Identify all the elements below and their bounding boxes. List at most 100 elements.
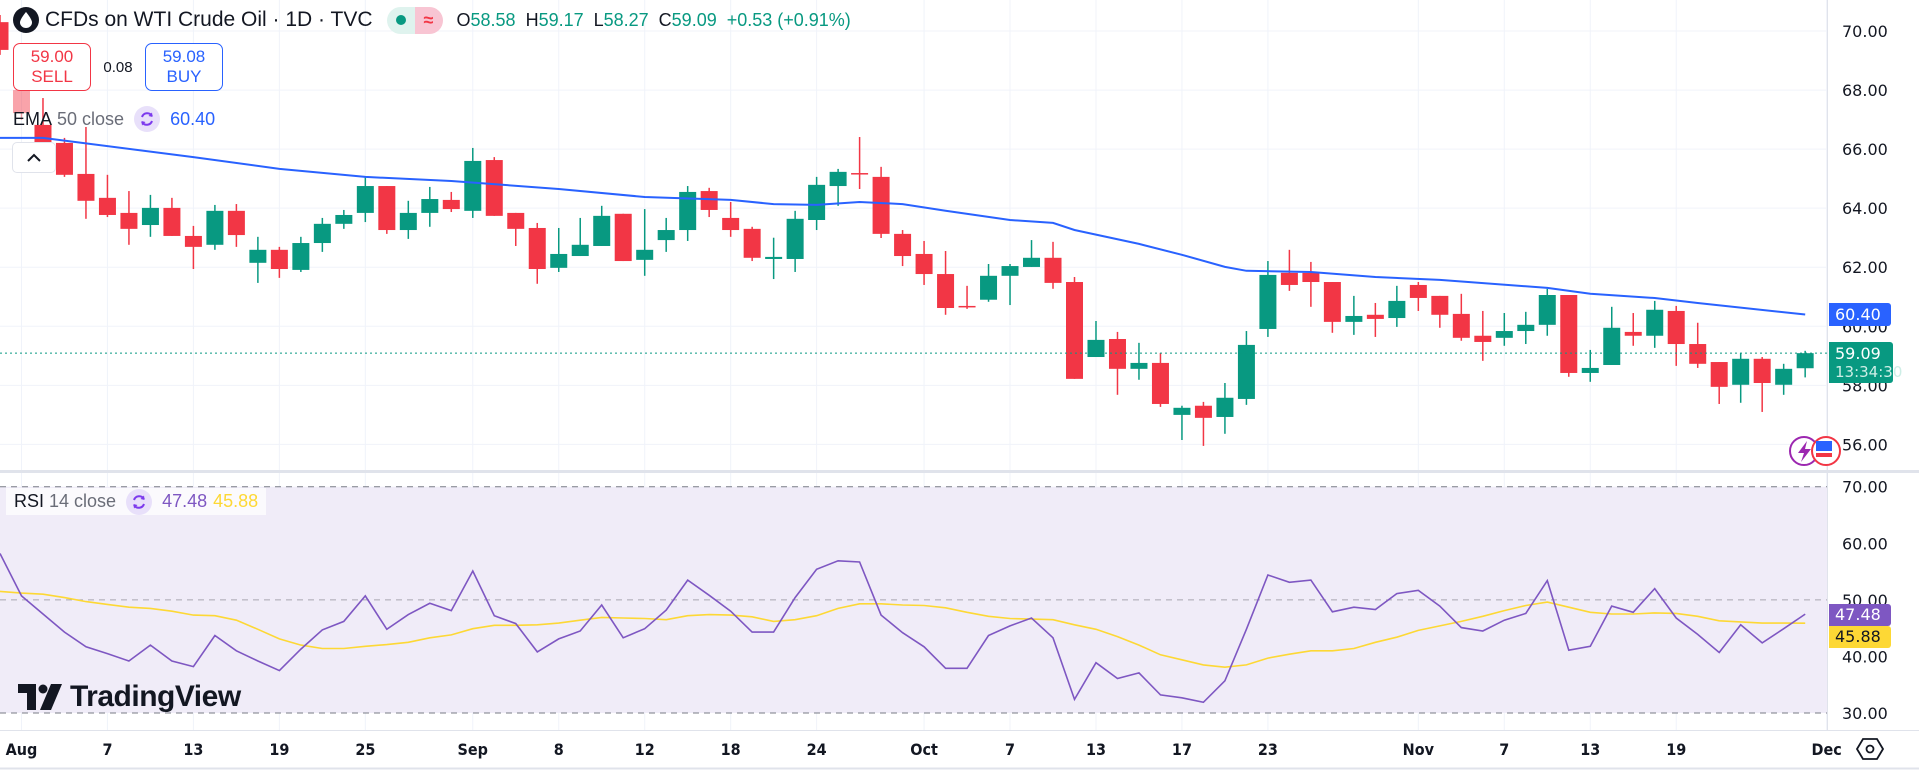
candle-body [1108, 339, 1126, 369]
time-axis[interactable]: Aug 7 13 19 25 Sep 8 12 18 24 Oct 7 13 17 23 Nov 7 13 19 De… [6, 740, 1842, 759]
candle-body [1216, 397, 1234, 417]
candle-body [1388, 300, 1406, 319]
candle-body [1646, 309, 1664, 336]
candle-body [227, 210, 245, 236]
rsi-axis-label: 30.00 [1842, 704, 1888, 723]
candle-body [1366, 314, 1384, 319]
candle [1066, 276, 1083, 379]
refresh-cycle-icon[interactable] [134, 106, 161, 132]
candle-body [550, 253, 568, 268]
candle-body [1323, 282, 1341, 322]
market-open-dot-icon[interactable] [386, 6, 415, 34]
collapse-legend-button[interactable] [12, 142, 56, 173]
spread-value: 0.08 [103, 58, 133, 76]
candle-body [1452, 313, 1470, 338]
candle [1023, 240, 1041, 267]
candle-body [958, 305, 976, 308]
candle [485, 157, 503, 216]
candle-body [1151, 362, 1169, 404]
rsi-legend[interactable]: RSI 14 close 47.48 45.88 [6, 488, 267, 515]
open-value: 58.58 [470, 9, 516, 30]
candle [507, 212, 525, 246]
chart-settings-button[interactable] [1855, 737, 1885, 766]
candle [1388, 285, 1406, 327]
candle-body [636, 249, 654, 260]
rsi-ma-value: 45.88 [213, 491, 259, 511]
candle-body [743, 228, 761, 258]
time-axis-label: Aug [6, 740, 38, 759]
candle-body [421, 199, 439, 213]
ema-params: 50 close [57, 108, 125, 129]
candle [1732, 352, 1750, 403]
candle [1753, 357, 1771, 412]
candle [442, 191, 460, 213]
sell-button[interactable]: 59.00 SELL [13, 43, 91, 91]
candle-body [937, 274, 955, 308]
tradingview-logo[interactable]: TradingView [18, 680, 241, 714]
candle-body [1581, 367, 1599, 373]
candle [958, 285, 976, 309]
candle [292, 236, 310, 272]
candle-body [851, 173, 869, 175]
candle [636, 209, 654, 276]
candle-body [700, 191, 718, 210]
candle-body [1624, 331, 1642, 336]
candle [1259, 261, 1277, 337]
candle [1560, 295, 1578, 377]
candle [1710, 362, 1728, 404]
ohlc-values: O 58.58 H 59.17 L 58.27 C 59.09 +0.53 (+0.91… [457, 10, 861, 31]
status-badges[interactable]: ≈ [386, 6, 443, 34]
symbol-title[interactable]: CFDs on WTI Crude Oil · 1D · TVC [45, 8, 373, 31]
refresh-cycle-icon[interactable] [126, 488, 153, 515]
candle [657, 217, 675, 252]
candle [1044, 241, 1062, 289]
symbol-legend: CFDs on WTI Crude Oil · 1D · TVC ≈ O 58.5… [13, 6, 861, 34]
candle [700, 187, 718, 218]
candle-body [485, 160, 503, 216]
ema-line [0, 136, 1806, 316]
time-axis-label: 13 [1086, 740, 1106, 759]
candle-body [378, 186, 396, 231]
candle [1624, 313, 1642, 346]
candle [206, 204, 224, 250]
candle [1345, 295, 1363, 335]
time-axis-label: Oct [910, 740, 938, 759]
candle-body [442, 199, 460, 210]
rsi-level-lines [0, 486, 1827, 714]
candle [1108, 331, 1126, 395]
candle-body [1560, 295, 1578, 373]
candle-body [829, 171, 847, 187]
tradingview-logo-text: TradingView [70, 680, 241, 713]
candle [1538, 288, 1556, 336]
candle-body [206, 210, 224, 245]
candle-body [0, 22, 9, 50]
time-axis-label: 18 [721, 740, 741, 759]
time-axis-label: 12 [635, 740, 655, 759]
candle [786, 210, 804, 272]
candle [335, 209, 353, 229]
candle [915, 240, 933, 285]
time-axis-label: 8 [554, 740, 564, 759]
candle [528, 222, 546, 284]
buy-button[interactable]: 59.08 BUY [145, 43, 223, 91]
rsi-price-badge: 47.48 [1829, 604, 1891, 626]
candle [1409, 282, 1427, 311]
candle-body [679, 191, 697, 231]
candle [249, 236, 267, 283]
time-axis-label: Nov [1403, 740, 1435, 759]
ema-legend[interactable]: EMA 50 close 60.40 [13, 105, 215, 133]
candle [614, 213, 632, 262]
rsi-axis-label: 40.00 [1842, 647, 1888, 666]
candle [679, 186, 697, 241]
trade-panel: 59.00 SELL 0.08 59.08 BUY [13, 43, 223, 91]
data-delayed-icon[interactable]: ≈ [414, 6, 443, 34]
price-axis-label: 70.00 [1842, 22, 1888, 41]
candle-body [872, 176, 890, 234]
candle-body [1302, 272, 1320, 283]
candle-body [528, 227, 546, 270]
change-value: +0.53 (+0.91%) [726, 9, 851, 30]
us-flag-event-icon[interactable] [1811, 436, 1841, 466]
candle-body [1732, 358, 1750, 385]
chevron-up-icon [27, 153, 41, 162]
